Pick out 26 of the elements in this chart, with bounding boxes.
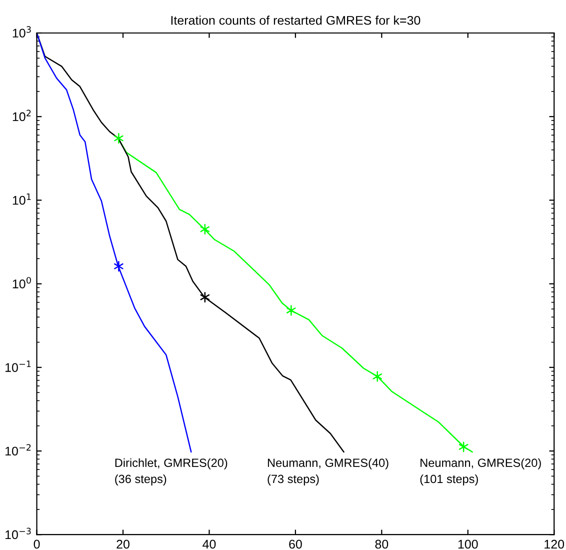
x-tick-label: 100 xyxy=(458,540,478,549)
y-tick-label: 10$^{1}$ xyxy=(12,193,31,205)
x-tick-label: 120 xyxy=(544,540,564,549)
chart-title: Iteration counts of restarted GMRES for k=30 xyxy=(171,16,420,25)
x-tick-label: 60 xyxy=(289,540,302,549)
y-tick-label: 10$^{0}$ xyxy=(12,276,31,288)
annotation: Dirichlet, GMRES(20) (36 steps) xyxy=(115,458,228,486)
point xyxy=(372,371,382,382)
y-tick-label: 10$^{−2}$ xyxy=(6,444,31,456)
y-tick-label: 10$^{2}$ xyxy=(12,110,31,122)
point xyxy=(458,442,468,452)
x-tick-label: 40 xyxy=(202,540,216,549)
annotation: Neumann, GMRES(40) (73 steps) xyxy=(268,458,388,486)
x-tick-label: 80 xyxy=(375,540,388,549)
line-series xyxy=(36,33,192,452)
annotation: Neumann, GMRES(20) (101 steps) xyxy=(420,458,541,486)
x-tick-label: 20 xyxy=(116,540,130,549)
y-tick-label: 10$^{−1}$ xyxy=(6,360,31,372)
point xyxy=(114,133,124,144)
point xyxy=(114,261,124,272)
y-tick-label: 10$^{3}$ xyxy=(12,26,31,38)
point xyxy=(200,292,210,303)
point xyxy=(286,305,296,316)
y-tick-label: 10$^{−3}$ xyxy=(6,528,31,540)
point xyxy=(200,224,210,234)
x-tick-label: 0 xyxy=(34,540,40,549)
